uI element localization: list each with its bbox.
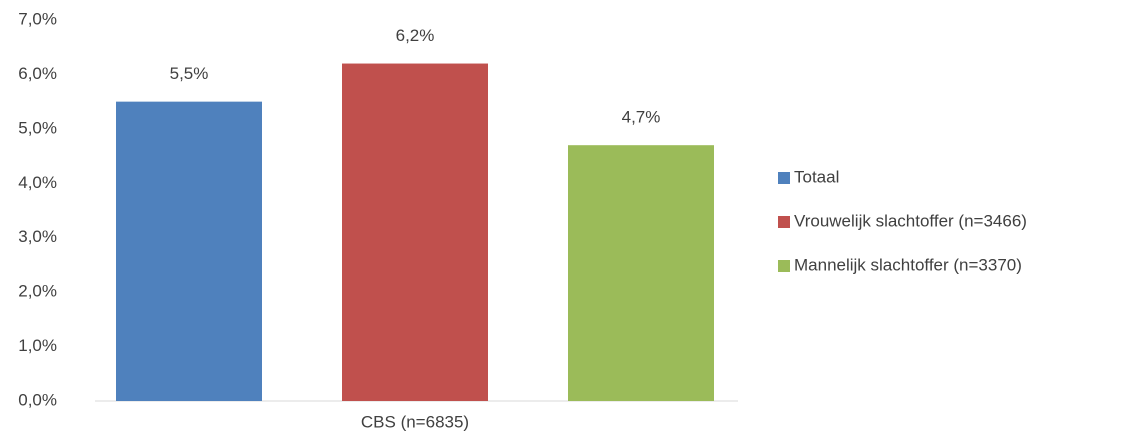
y-tick-label: 0,0% [18, 390, 57, 409]
legend-label: Totaal [794, 167, 839, 186]
y-tick-label: 7,0% [18, 9, 57, 28]
legend-swatch [778, 216, 790, 228]
bar [342, 63, 488, 402]
legend-swatch [778, 172, 790, 184]
y-tick-label: 3,0% [18, 227, 57, 246]
legend-swatch [778, 260, 790, 272]
legend-label: Mannelijk slachtoffer (n=3370) [794, 255, 1022, 274]
y-tick-label: 2,0% [18, 282, 57, 301]
x-tick-label: CBS (n=6835) [361, 412, 469, 431]
data-label: 6,2% [396, 26, 435, 45]
legend-label: Vrouwelijk slachtoffer (n=3466) [794, 211, 1027, 230]
data-label: 4,7% [622, 108, 661, 127]
bar [568, 145, 714, 401]
data-label: 5,5% [170, 64, 209, 83]
y-tick-label: 6,0% [18, 64, 57, 83]
y-tick-label: 5,0% [18, 118, 57, 137]
y-tick-label: 4,0% [18, 173, 57, 192]
bar [116, 101, 262, 402]
y-tick-label: 1,0% [18, 336, 57, 355]
